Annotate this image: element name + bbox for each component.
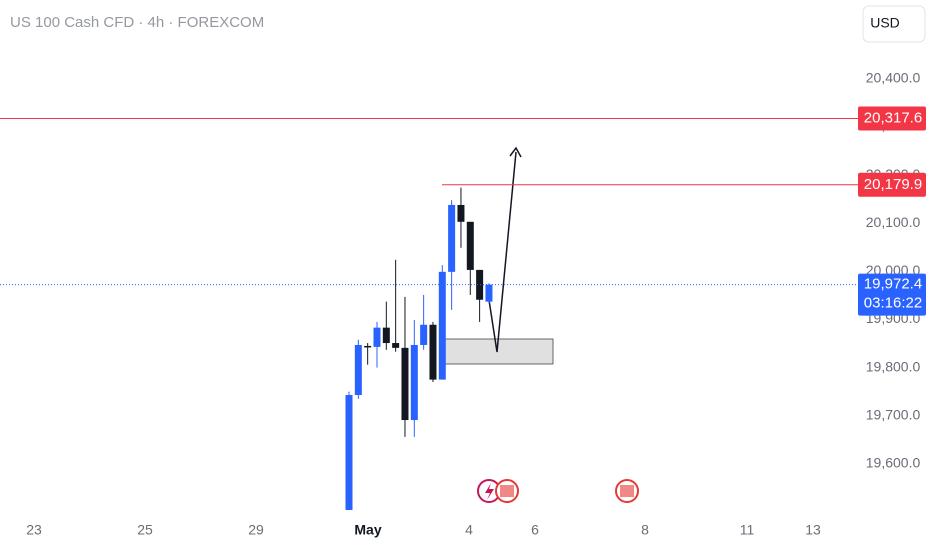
candle-body <box>466 221 474 270</box>
y-tick-label: 19,600.0 <box>866 455 921 471</box>
y-tick-label: 20,100.0 <box>866 214 921 230</box>
candle-body <box>364 345 372 348</box>
candle-body <box>485 284 493 302</box>
x-tick-label: May <box>354 522 381 538</box>
candle-body <box>429 324 437 380</box>
x-tick-label: 29 <box>248 522 264 538</box>
countdown-label: 03:16:22 <box>864 295 922 312</box>
x-tick-label: 23 <box>26 522 42 538</box>
x-tick-label: 4 <box>465 522 473 538</box>
candle-body <box>420 324 428 345</box>
candle-body <box>373 327 381 347</box>
chart-title: US 100 Cash CFD · 4h · FOREXCOM <box>10 14 264 31</box>
candle-body <box>345 395 353 510</box>
level-label: 20,317.6 <box>864 110 922 127</box>
y-tick-label: 19,700.0 <box>866 406 921 422</box>
candle-body <box>476 269 484 300</box>
x-tick-label: 11 <box>740 522 755 538</box>
currency-button[interactable] <box>862 5 926 43</box>
x-tick-label: 8 <box>641 522 649 538</box>
x-tick-label: 6 <box>531 522 539 538</box>
candle-body <box>457 204 465 222</box>
arrow-head <box>509 146 522 158</box>
candle-body <box>392 343 400 348</box>
level-tag <box>858 106 926 131</box>
x-tick-label: 13 <box>805 522 821 538</box>
level-tag <box>858 172 926 197</box>
x-tick-label: 25 <box>137 522 153 538</box>
candle-body <box>448 204 456 272</box>
last-price-label: 19,972.4 <box>864 276 922 293</box>
level-label: 20,179.9 <box>864 176 922 193</box>
last-price-tag <box>858 273 926 316</box>
candle-body <box>438 271 446 380</box>
projection-arrow <box>488 151 517 353</box>
candle-body <box>401 347 409 421</box>
event-icons <box>477 479 639 503</box>
currency-label: USD <box>870 15 900 31</box>
candle-body <box>382 327 390 344</box>
y-tick-label: 20,400.0 <box>866 70 921 86</box>
candle-body <box>354 344 362 396</box>
candle-body <box>410 344 418 421</box>
y-tick-label: 19,800.0 <box>866 358 921 374</box>
